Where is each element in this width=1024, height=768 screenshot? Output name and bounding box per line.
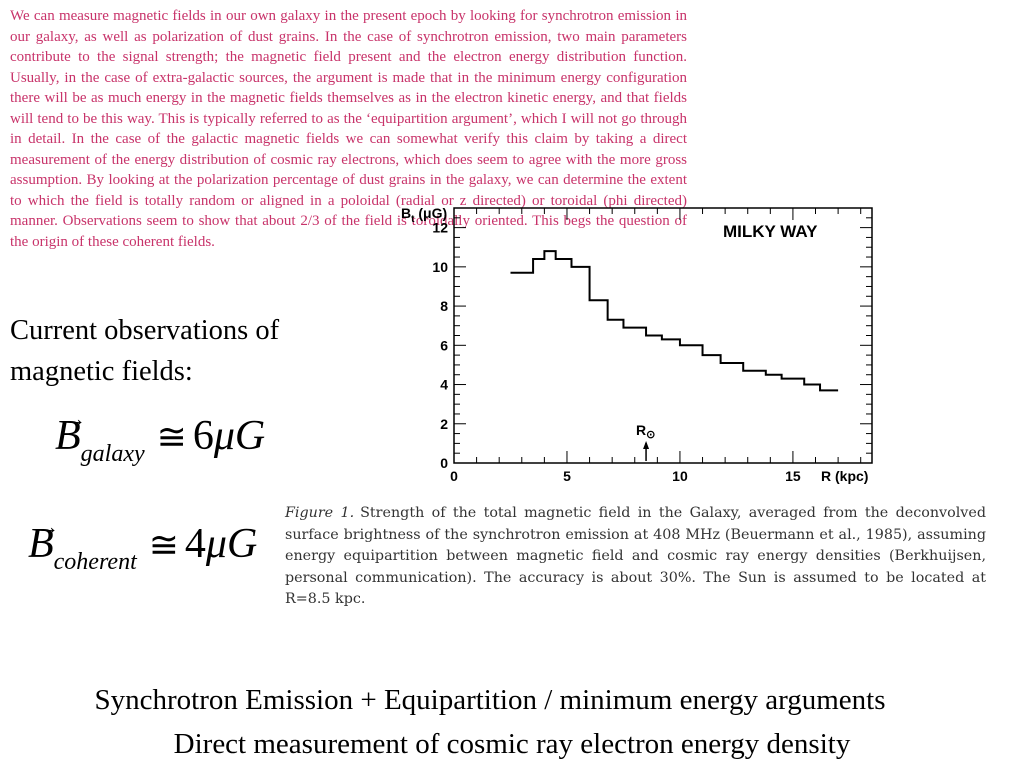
y-tick-label: 10 — [432, 259, 448, 275]
sun-position-annotation: R⊙ — [636, 422, 655, 461]
y-tick-label: 6 — [440, 337, 448, 353]
b-vector-symbol: → B — [55, 406, 86, 459]
summary-line-direct-measurement: Direct measurement of cosmic ray electro… — [173, 728, 851, 760]
observations-heading: Current observations of magnetic fields: — [10, 315, 280, 387]
x-axis-label: R (kpc) — [821, 468, 868, 484]
chart-axes — [453, 207, 873, 464]
chart-series — [510, 250, 839, 392]
x-tick-label: 10 — [672, 468, 688, 484]
y-axis-label: Bt (μG) — [401, 205, 447, 225]
chart-ticks: 0 5 10 15 0 2 4 6 8 10 12 — [432, 207, 872, 484]
x-tick-label: 15 — [785, 468, 801, 484]
approx-equal-symbol: ≅ — [148, 525, 179, 565]
y-tick-label: 2 — [440, 416, 448, 432]
x-tick-label: 5 — [563, 468, 571, 484]
coherent-subscript: coherent — [53, 549, 137, 575]
x-tick-label: 0 — [450, 468, 458, 484]
y-tick-label: 12 — [432, 220, 448, 236]
chart-title: MILKY WAY — [723, 222, 818, 241]
coherent-field-value: 4 — [184, 521, 206, 567]
figure-label: Figure 1. — [285, 505, 355, 521]
equation-coherent-field: → Bcoherent ≅ 4μG — [28, 514, 258, 575]
y-tick-label: 0 — [440, 455, 448, 471]
approx-equal-symbol: ≅ — [156, 417, 187, 457]
sun-arrow-head — [643, 441, 650, 449]
caption-text: Strength of the total magnetic field in … — [285, 505, 986, 607]
plot-frame — [453, 207, 873, 464]
figure-caption: Figure 1. Strength of the total magnetic … — [285, 503, 986, 611]
field-strength-step-line — [510, 250, 839, 392]
mu-symbol: μ — [205, 521, 227, 567]
galaxy-field-value: 6 — [192, 413, 214, 459]
milky-way-field-chart: 0 5 10 15 0 2 4 6 8 10 12 MILKY WAY Bt (μG) R (kpc… — [401, 205, 873, 484]
y-tick-label: 4 — [440, 377, 448, 393]
galaxy-subscript: galaxy — [80, 441, 145, 467]
b-vector-symbol: → B — [28, 514, 59, 567]
sun-position-label: R⊙ — [636, 422, 655, 441]
mu-symbol: μ — [213, 413, 235, 459]
equation-galaxy-field: → Bgalaxy ≅ 6μG — [55, 406, 266, 467]
intro-paragraph: We can measure magnetic fields in our ow… — [10, 8, 687, 250]
gauss-unit: G — [234, 413, 266, 459]
summary-line-synchrotron: Synchrotron Emission + Equipartition / m… — [94, 684, 886, 716]
y-tick-label: 8 — [440, 298, 448, 314]
gauss-unit: G — [227, 521, 258, 567]
